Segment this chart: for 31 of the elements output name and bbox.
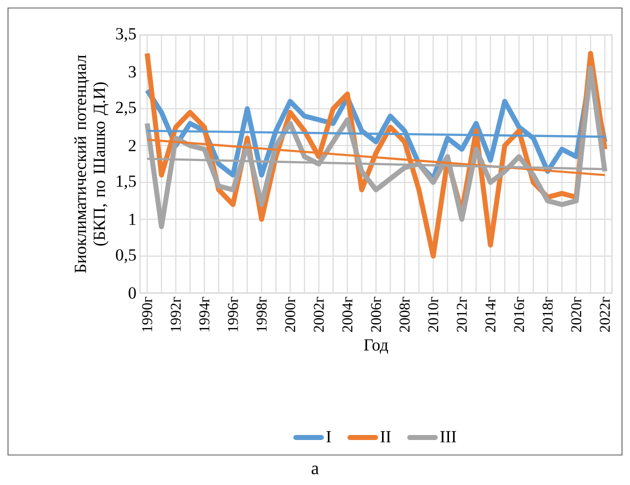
x-tick-label: 1992г [170,296,181,332]
y-tick-label: 0 [128,287,136,299]
x-tick-label: 1994г [199,296,210,332]
legend-label: II [380,431,391,442]
x-tick-label: 2006г [370,296,382,332]
x-tick-label: 2016г [514,296,524,332]
legend-label: I [326,431,331,442]
y-tick-label: 0,5 [116,249,136,264]
x-tick-label: 2002г [314,296,324,332]
x-tick-label: 2018г [542,296,553,332]
y-tick-label: 2,5 [116,102,136,116]
x-tick-label: 2008г [400,296,410,332]
x-tick-label: 2004г [342,296,352,332]
x-tick-label: 1998г [256,296,267,332]
y-tick-label: 1,5 [116,176,136,190]
x-tick-label: 1996г [228,296,238,332]
x-tick-label: 1990г [142,296,152,332]
x-tick-label: 2010г [428,296,438,332]
x-tick-label: 2012г [456,296,467,332]
y-tick-label: 3 [128,66,136,78]
x-tick-label: 2022г [600,296,610,332]
x-tick-label: 2000г [285,296,296,332]
x-tick-label: 2020г [571,296,582,332]
y-tick-label: 3,5 [116,28,136,42]
text: а [312,466,319,474]
y-tick-label: 2 [128,140,136,152]
legend-label: III [440,431,456,442]
x-tick-label: 2014г [485,296,496,332]
y-axis-title: Биоклиматический потенциал (БКП, по Шашко Д.И) [74,55,108,273]
x-axis-title: Год [364,339,388,354]
y-tick-label: 1 [130,214,136,225]
